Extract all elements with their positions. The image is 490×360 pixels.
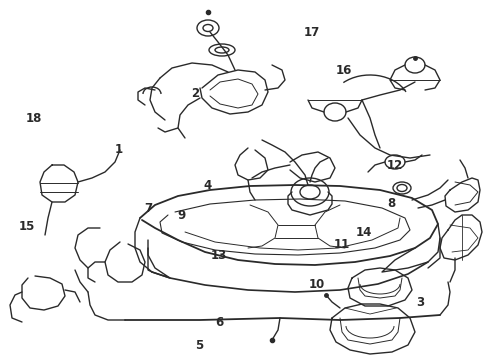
Text: 15: 15	[19, 220, 35, 233]
Text: 3: 3	[416, 296, 425, 309]
Text: 10: 10	[309, 278, 325, 291]
Text: 6: 6	[216, 316, 224, 329]
Text: 9: 9	[178, 209, 186, 222]
Text: 18: 18	[25, 112, 42, 125]
Text: 12: 12	[387, 159, 403, 172]
Text: 2: 2	[191, 87, 199, 100]
Text: 5: 5	[195, 339, 203, 352]
Text: 17: 17	[304, 26, 320, 39]
Text: 8: 8	[387, 197, 395, 210]
Text: 13: 13	[211, 249, 227, 262]
Text: 7: 7	[145, 202, 153, 215]
Text: 1: 1	[115, 143, 123, 156]
Text: 14: 14	[355, 226, 371, 239]
Text: 11: 11	[333, 238, 349, 251]
Text: 16: 16	[336, 64, 352, 77]
Text: 4: 4	[203, 179, 212, 192]
Ellipse shape	[203, 24, 213, 32]
